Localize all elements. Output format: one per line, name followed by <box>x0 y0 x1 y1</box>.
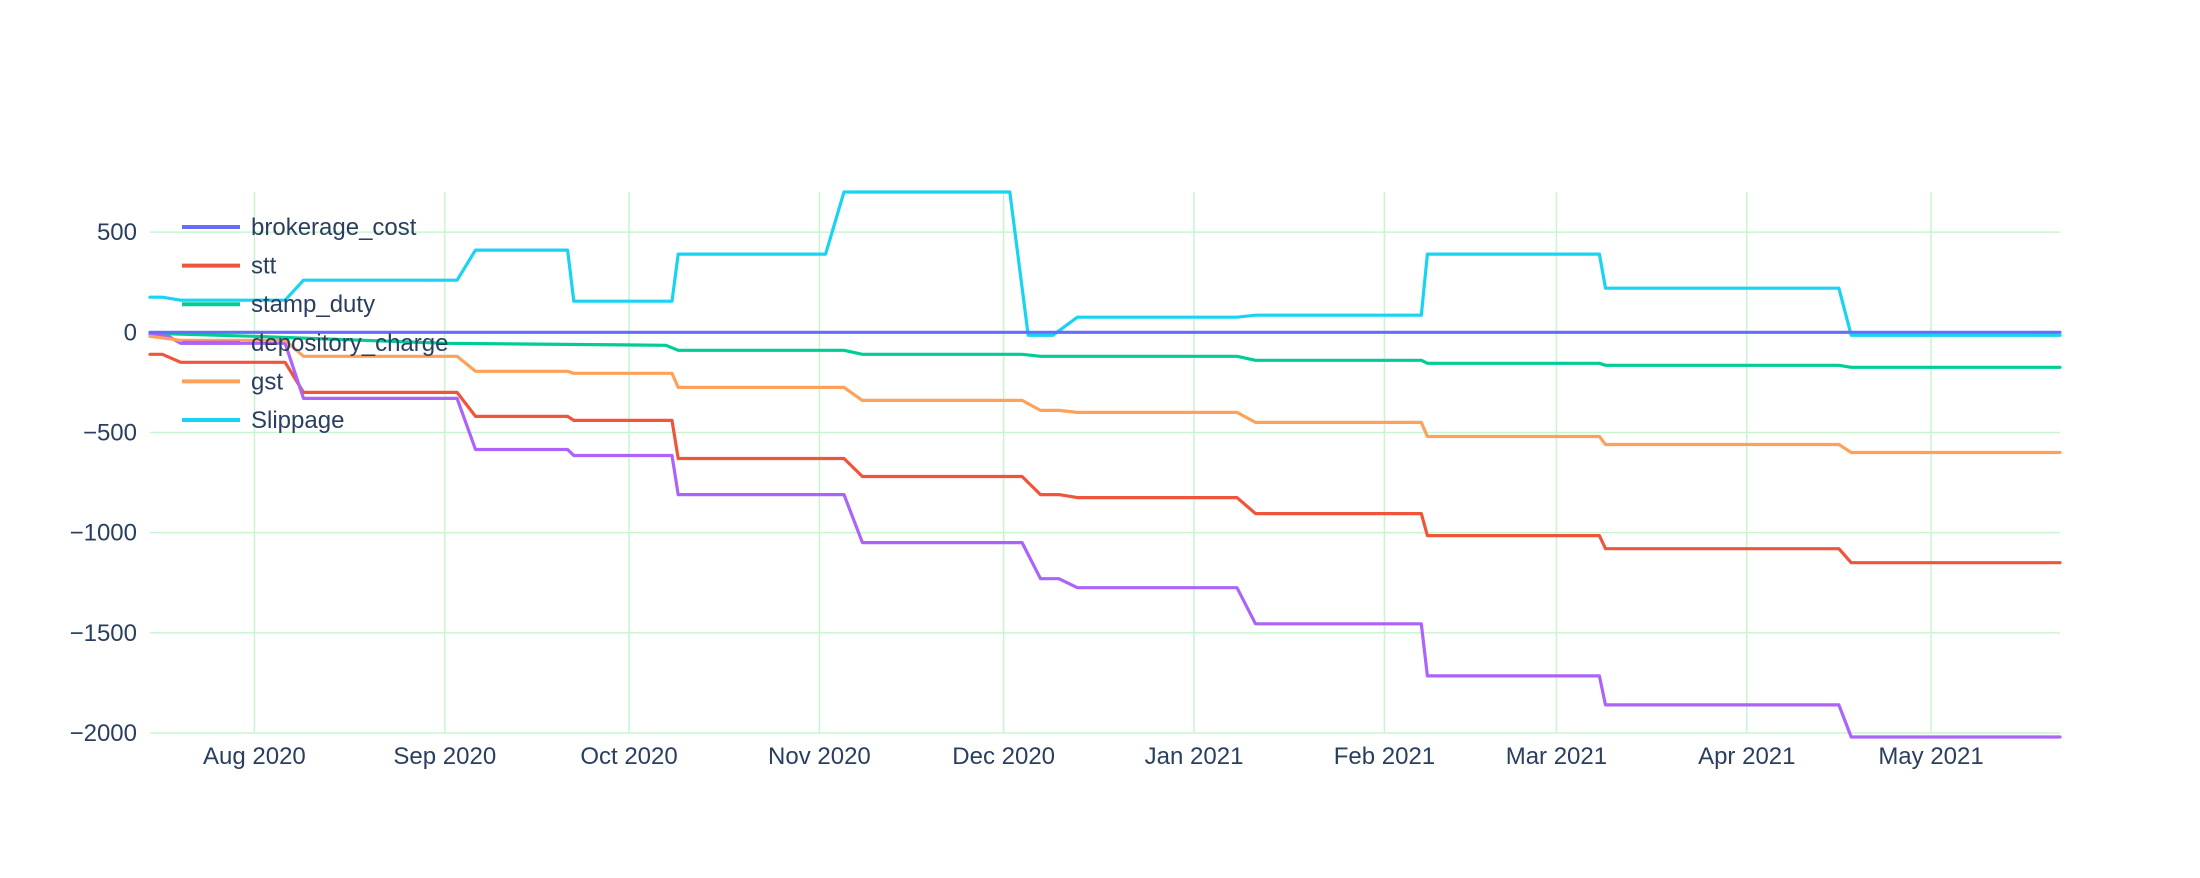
x-tick-label: Feb 2021 <box>1334 743 1435 770</box>
x-tick-label: Oct 2020 <box>580 743 677 770</box>
legend-item-stt[interactable]: stt <box>182 253 277 280</box>
series-lines <box>148 190 2062 739</box>
y-tick-label: −2000 <box>70 720 137 747</box>
y-tick-label: −500 <box>83 419 137 446</box>
x-tick-label: May 2021 <box>1878 743 1983 770</box>
series-line-gst <box>148 334 2062 455</box>
legend-label: stt <box>251 253 277 280</box>
x-tick-label: Dec 2020 <box>952 743 1055 770</box>
x-tick-label: Sep 2020 <box>393 743 496 770</box>
legend-label: depository_charge <box>251 330 448 357</box>
series-line-slippage <box>148 190 2062 337</box>
x-tick-label: Jan 2021 <box>1145 743 1244 770</box>
legend-item-stamp-duty[interactable]: stamp_duty <box>182 291 375 318</box>
x-axis-tick-labels: Aug 2020 Sep 2020 Oct 2020 Nov 2020 Dec 2020… <box>203 743 1984 770</box>
legend-item-brokerage-cost[interactable]: brokerage_cost <box>182 214 417 241</box>
legend-label: brokerage_cost <box>251 214 417 241</box>
y-tick-label: −1000 <box>70 520 137 547</box>
series-line-stamp-duty <box>148 331 2062 369</box>
legend-label: gst <box>251 368 283 395</box>
y-tick-label: −1500 <box>70 620 137 647</box>
x-tick-label: Mar 2021 <box>1506 743 1607 770</box>
x-tick-label: Nov 2020 <box>768 743 871 770</box>
x-tick-label: Aug 2020 <box>203 743 306 770</box>
x-tick-label: Apr 2021 <box>1698 743 1795 770</box>
y-tick-label: 0 <box>124 319 137 346</box>
legend-item-gst[interactable]: gst <box>182 368 283 395</box>
y-axis-tick-labels: 500 0 −500 −1000 −1500 −2000 <box>70 219 137 747</box>
series-line-stt <box>148 352 2062 565</box>
series-line-depository-charge <box>148 332 2062 739</box>
legend-label: Slippage <box>251 407 344 434</box>
legend-item-depository-charge[interactable]: depository_charge <box>182 330 448 357</box>
legend-label: stamp_duty <box>251 291 375 318</box>
y-tick-label: 500 <box>97 219 137 246</box>
x-gridlines <box>253 192 1932 733</box>
legend-item-slippage[interactable]: Slippage <box>182 407 344 434</box>
